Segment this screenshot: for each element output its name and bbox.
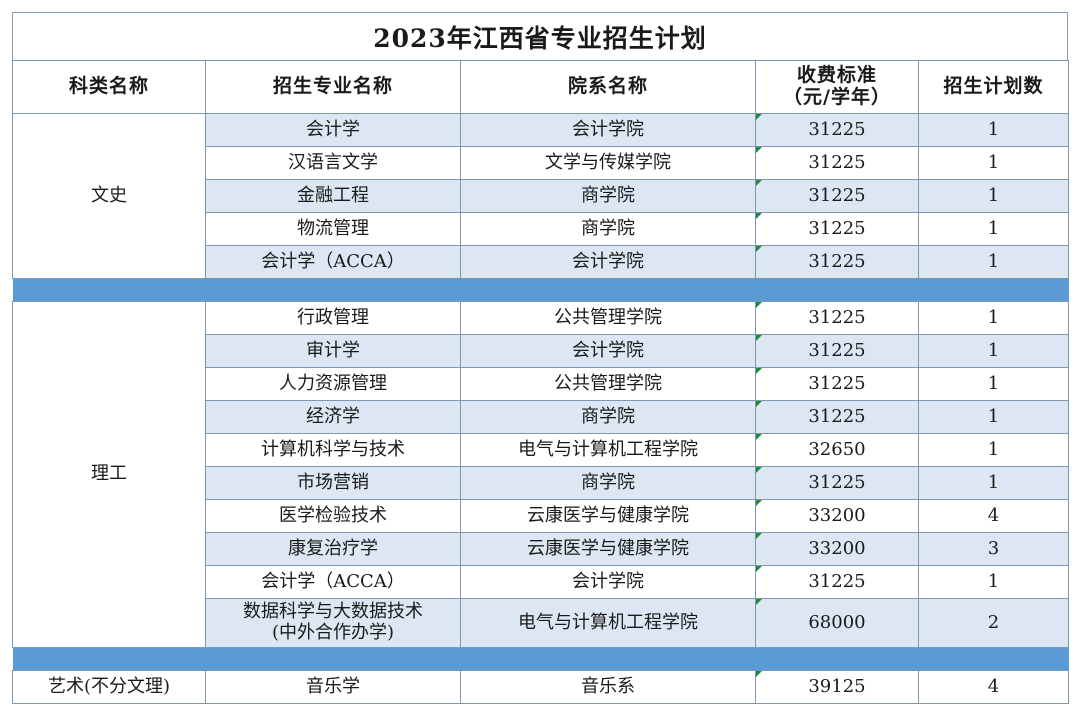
major-cell: 行政管理 bbox=[205, 301, 461, 335]
plan-cell: 4 bbox=[918, 670, 1069, 704]
plan-cell: 1 bbox=[918, 245, 1069, 279]
school-cell: 公共管理学院 bbox=[460, 367, 756, 401]
fee-cell: 31225 bbox=[755, 301, 919, 335]
plan-cell: 1 bbox=[918, 400, 1069, 434]
table-row: 审计学 会计学院 31225 1 bbox=[13, 334, 1069, 368]
school-cell: 电气与计算机工程学院 bbox=[460, 433, 756, 467]
header-fee-line1: 收费标准 bbox=[796, 64, 877, 87]
table-row: 医学检验技术 云康医学与健康学院 33200 4 bbox=[13, 499, 1069, 533]
school-cell: 会计学院 bbox=[460, 334, 756, 368]
fee-cell: 32650 bbox=[755, 433, 919, 467]
category-cell-wenshi: 文史 bbox=[12, 113, 206, 279]
school-cell: 商学院 bbox=[460, 212, 756, 246]
fee-cell: 31225 bbox=[755, 400, 919, 434]
school-cell: 会计学院 bbox=[460, 565, 756, 599]
plan-cell: 1 bbox=[918, 367, 1069, 401]
major-cell: 审计学 bbox=[205, 334, 461, 368]
fee-cell: 31225 bbox=[755, 146, 919, 180]
school-cell: 会计学院 bbox=[460, 113, 756, 147]
major-cell: 经济学 bbox=[205, 400, 461, 434]
major-cell: 会计学（ACCA） bbox=[205, 565, 461, 599]
fee-cell: 31225 bbox=[755, 179, 919, 213]
major-cell: 人力资源管理 bbox=[205, 367, 461, 401]
header-fee: 收费标准 （元/学年） bbox=[755, 60, 919, 114]
header-school: 院系名称 bbox=[460, 60, 756, 114]
fee-cell: 31225 bbox=[755, 113, 919, 147]
table-title: 2023年江西省专业招生计划 bbox=[12, 12, 1068, 60]
school-cell: 音乐系 bbox=[460, 670, 756, 704]
major-cell: 数据科学与大数据技术 (中外合作办学) bbox=[205, 598, 461, 648]
major-cell-line2: (中外合作办学) bbox=[271, 622, 395, 643]
group-separator bbox=[12, 278, 1069, 302]
table-row: 人力资源管理 公共管理学院 31225 1 bbox=[13, 367, 1069, 401]
plan-cell: 1 bbox=[918, 179, 1069, 213]
major-cell-line1: 数据科学与大数据技术 bbox=[243, 601, 423, 623]
table-row: 物流管理 商学院 31225 1 bbox=[13, 212, 1069, 246]
major-cell: 物流管理 bbox=[205, 212, 461, 246]
school-cell: 电气与计算机工程学院 bbox=[460, 598, 756, 648]
plan-cell: 1 bbox=[918, 334, 1069, 368]
table-row: 汉语言文学 文学与传媒学院 31225 1 bbox=[13, 146, 1069, 180]
school-cell: 商学院 bbox=[460, 466, 756, 500]
school-cell: 文学与传媒学院 bbox=[460, 146, 756, 180]
category-cell-ligong: 理工 bbox=[12, 301, 206, 648]
header-category: 科类名称 bbox=[12, 60, 206, 114]
table-row: 经济学 商学院 31225 1 bbox=[13, 400, 1069, 434]
table-row: 文史 会计学 会计学院 31225 1 bbox=[12, 113, 1069, 279]
fee-cell: 31225 bbox=[755, 334, 919, 368]
table-row: 会计学（ACCA） 会计学院 31225 1 bbox=[13, 245, 1069, 279]
plan-cell: 3 bbox=[918, 532, 1069, 566]
major-cell: 会计学（ACCA） bbox=[205, 245, 461, 279]
fee-cell: 31225 bbox=[755, 367, 919, 401]
major-cell: 汉语言文学 bbox=[205, 146, 461, 180]
major-cell: 金融工程 bbox=[205, 179, 461, 213]
category-cell-yishu: 艺术(不分文理) bbox=[12, 670, 206, 704]
table-row: 会计学（ACCA） 会计学院 31225 1 bbox=[13, 565, 1069, 599]
group-separator bbox=[12, 647, 1069, 671]
plan-cell: 1 bbox=[918, 433, 1069, 467]
fee-cell: 39125 bbox=[755, 670, 919, 704]
school-cell: 商学院 bbox=[460, 179, 756, 213]
table-row: 计算机科学与技术 电气与计算机工程学院 32650 1 bbox=[13, 433, 1069, 467]
fee-cell: 31225 bbox=[755, 565, 919, 599]
fee-cell: 31225 bbox=[755, 212, 919, 246]
header-row: 科类名称 招生专业名称 院系名称 收费标准 （元/学年） 招生计划数 bbox=[12, 60, 1069, 114]
fee-cell: 33200 bbox=[755, 499, 919, 533]
header-plan: 招生计划数 bbox=[918, 60, 1069, 114]
enrollment-plan-table: 科类名称 招生专业名称 院系名称 收费标准 （元/学年） 招生计划数 文史 会计… bbox=[12, 60, 1069, 704]
header-major: 招生专业名称 bbox=[205, 60, 461, 114]
plan-cell: 1 bbox=[918, 113, 1069, 147]
plan-cell: 4 bbox=[918, 499, 1069, 533]
plan-cell: 1 bbox=[918, 466, 1069, 500]
plan-cell: 2 bbox=[918, 598, 1069, 648]
school-cell: 云康医学与健康学院 bbox=[460, 499, 756, 533]
school-cell: 会计学院 bbox=[460, 245, 756, 279]
table-row: 艺术(不分文理) 音乐学 音乐系 39125 4 bbox=[12, 670, 1069, 704]
major-cell: 康复治疗学 bbox=[205, 532, 461, 566]
plan-cell: 1 bbox=[918, 301, 1069, 335]
fee-cell: 33200 bbox=[755, 532, 919, 566]
fee-cell: 31225 bbox=[755, 245, 919, 279]
major-cell: 市场营销 bbox=[205, 466, 461, 500]
fee-cell: 68000 bbox=[755, 598, 919, 648]
table-row: 理工 行政管理 公共管理学院 31225 1 bbox=[12, 301, 1069, 648]
plan-cell: 1 bbox=[918, 146, 1069, 180]
school-cell: 商学院 bbox=[460, 400, 756, 434]
header-fee-line2: （元/学年） bbox=[783, 86, 891, 108]
major-cell: 音乐学 bbox=[205, 670, 461, 704]
table-row: 康复治疗学 云康医学与健康学院 33200 3 bbox=[13, 532, 1069, 566]
school-cell: 公共管理学院 bbox=[460, 301, 756, 335]
major-cell: 会计学 bbox=[205, 113, 461, 147]
major-cell: 医学检验技术 bbox=[205, 499, 461, 533]
plan-cell: 1 bbox=[918, 565, 1069, 599]
table-row: 市场营销 商学院 31225 1 bbox=[13, 466, 1069, 500]
table-row: 数据科学与大数据技术 (中外合作办学) 电气与计算机工程学院 68000 2 bbox=[13, 598, 1069, 648]
school-cell: 云康医学与健康学院 bbox=[460, 532, 756, 566]
fee-cell: 31225 bbox=[755, 466, 919, 500]
plan-cell: 1 bbox=[918, 212, 1069, 246]
major-cell: 计算机科学与技术 bbox=[205, 433, 461, 467]
